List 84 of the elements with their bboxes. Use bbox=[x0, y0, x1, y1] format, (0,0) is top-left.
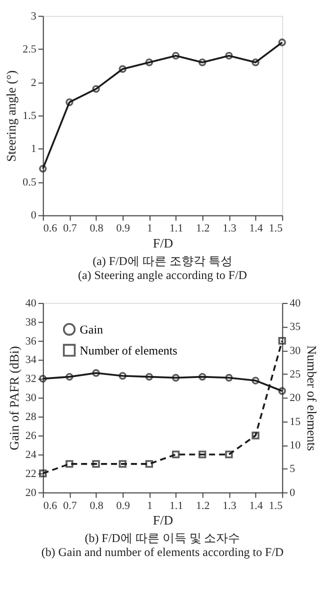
x-tick-label: 1.5 bbox=[268, 500, 284, 512]
point bbox=[252, 376, 260, 384]
text: (a) Steering angle according to F/D bbox=[78, 268, 248, 282]
y-tick-label: 30 bbox=[25, 392, 37, 404]
legend-label: Number of elements bbox=[80, 343, 178, 358]
y-tick-label: 2.5 bbox=[22, 44, 37, 56]
x-tick-label: 1.2 bbox=[196, 222, 210, 235]
y-tick-label: 20 bbox=[25, 486, 37, 499]
y-axis-title: Steering angle (°) bbox=[4, 70, 19, 162]
point bbox=[172, 52, 180, 60]
x-tick-label: 0.6 bbox=[43, 500, 58, 512]
point bbox=[66, 98, 74, 106]
y2-tick-label: 15 bbox=[290, 416, 302, 428]
point bbox=[145, 460, 154, 468]
y-tick-label: 36 bbox=[25, 335, 37, 348]
point bbox=[225, 450, 233, 458]
point bbox=[278, 336, 286, 345]
point bbox=[92, 85, 100, 93]
x-axis-title: F/D bbox=[152, 236, 174, 251]
x-tick-label: 1.4 bbox=[249, 222, 264, 235]
point bbox=[66, 372, 74, 381]
y-tick-label: 1.5 bbox=[22, 110, 37, 122]
y-tick-label: 1 bbox=[30, 143, 36, 156]
point bbox=[172, 374, 180, 382]
y-axis-title: Gain of PAFR (dBi) bbox=[6, 346, 22, 450]
y2-tick-label: 40 bbox=[290, 297, 302, 310]
point bbox=[198, 450, 206, 458]
x-tick-label: 1.2 bbox=[196, 500, 210, 512]
point bbox=[198, 58, 206, 66]
point bbox=[66, 460, 74, 468]
x-tick-label: 1.4 bbox=[249, 500, 264, 512]
x-tick-label: 1.3 bbox=[222, 500, 237, 512]
y-tick-label: 34 bbox=[25, 354, 37, 366]
y2-tick-label: 25 bbox=[290, 368, 302, 380]
y2-tick-label: 5 bbox=[290, 463, 296, 476]
x-tick-label: 0.6 bbox=[43, 222, 58, 235]
point bbox=[118, 460, 126, 468]
y2-tick-label: 20 bbox=[290, 392, 302, 404]
x-tick-label: 1 bbox=[146, 222, 152, 235]
y2-tick-label: 0 bbox=[290, 486, 296, 499]
y-tick-label: 38 bbox=[25, 316, 37, 328]
point bbox=[145, 58, 154, 66]
y-tick-label: 32 bbox=[25, 373, 36, 386]
text: (b) F/D에 따른 이득 및 소자수 bbox=[84, 531, 240, 546]
y-tick-label: 0.5 bbox=[22, 176, 37, 188]
point bbox=[225, 374, 233, 382]
x-tick-label: 1 bbox=[146, 500, 152, 512]
point bbox=[92, 460, 100, 468]
point bbox=[252, 432, 260, 440]
point bbox=[39, 470, 47, 478]
y-tick-label: 22 bbox=[25, 468, 36, 480]
y-tick-label: 40 bbox=[25, 297, 37, 310]
point bbox=[198, 372, 206, 381]
point bbox=[252, 58, 260, 66]
x-tick-label: 0.7 bbox=[63, 500, 78, 512]
x-axis-title: F/D bbox=[152, 512, 174, 528]
text: (a) F/D에 따른 조향각 특성 bbox=[92, 254, 232, 268]
point bbox=[118, 372, 126, 380]
y-tick-label: 26 bbox=[25, 430, 37, 442]
text: (b) Gain and number of elements according to F/D bbox=[41, 545, 284, 560]
x-tick-label: 0.8 bbox=[90, 222, 104, 235]
y-tick-label: 2 bbox=[30, 76, 36, 89]
x-tick-label: 0.8 bbox=[90, 500, 104, 512]
point bbox=[145, 372, 154, 381]
y-tick-label: 3 bbox=[30, 10, 37, 22]
x-tick-label: 1.1 bbox=[169, 222, 184, 235]
y2-tick-label: 30 bbox=[290, 344, 302, 357]
point bbox=[225, 52, 233, 60]
y-tick-label: 28 bbox=[25, 411, 37, 424]
x-tick-label: 0.7 bbox=[63, 222, 78, 235]
x-tick-label: 0.9 bbox=[116, 500, 130, 512]
x-tick-label: 1.5 bbox=[268, 222, 284, 235]
point bbox=[118, 65, 126, 73]
point bbox=[172, 450, 180, 458]
point bbox=[92, 369, 100, 377]
x-tick-label: 1.1 bbox=[169, 500, 184, 512]
x-tick-label: 1.3 bbox=[222, 222, 237, 235]
y-tick-label: 24 bbox=[25, 448, 37, 461]
y2-tick-label: 10 bbox=[290, 439, 302, 452]
y2-tick-label: 35 bbox=[290, 321, 302, 334]
y-tick-label: 0 bbox=[30, 210, 37, 222]
legend-label: Gain bbox=[80, 322, 104, 336]
x-tick-label: 0.9 bbox=[116, 222, 130, 235]
y2-axis-title: Number of elements bbox=[304, 345, 320, 451]
